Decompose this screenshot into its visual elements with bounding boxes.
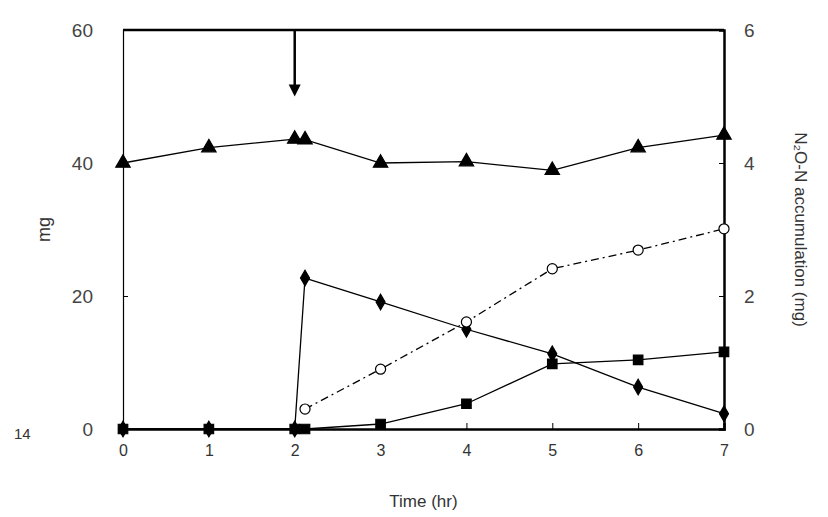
series-marker [459,153,473,165]
x-tick: 4 [462,423,471,459]
x-tick-label: 5 [548,442,557,459]
series-marker [376,294,385,310]
series-line [305,229,724,409]
arrow-head [289,85,301,97]
y2-tick-mark [719,296,724,297]
y-tick-label: 40 [72,153,93,174]
series-marker [116,155,130,167]
y2-axis: 0 2 4 6 [719,20,755,440]
series-marker [119,421,128,437]
series-marker [462,399,471,408]
series-marker [633,355,642,364]
series-marker [204,424,213,433]
x-tick: 6 [634,423,643,459]
series-marker [204,421,213,437]
x-axis-title: Time (hr) [389,492,457,511]
x-tick-mark [552,423,553,429]
series-group [116,127,731,437]
series-marker [376,419,385,428]
y2-tick-label: 6 [744,20,755,41]
x-tick-label: 1 [205,442,214,459]
y-tick-label: 60 [72,20,93,41]
series-marker [290,421,299,437]
series-marker [373,155,387,167]
series-marker [547,264,557,274]
series-line [123,352,724,429]
x-tick: 2 [291,423,300,459]
series-marker [300,404,310,414]
series-marker [631,139,645,151]
series-marker [719,347,728,356]
series-marker [301,270,310,286]
y2-tick: 4 [719,153,755,174]
series-marker [376,364,386,374]
x-tick-label: 0 [119,442,128,459]
y-axis-line [124,31,129,430]
y2-tick-label: 2 [744,286,755,307]
x-tick: 0 [119,423,128,459]
x-tick: 5 [548,423,557,459]
x-tick: 1 [205,423,214,459]
y-axis-title: mg [34,217,54,242]
y2-tick-mark [719,429,724,430]
x-tick-label: 4 [462,442,471,459]
x-tick-label: 3 [377,442,386,459]
series-marker [545,162,559,174]
series-marker [202,139,216,151]
arrow [289,30,301,97]
series-marker [633,245,643,255]
series-line [123,135,724,170]
x-tick-label: 6 [634,442,643,459]
x-tick-label: 7 [720,442,729,459]
series-marker [118,424,127,433]
y2-axis-title: N₂O-N accumulation (mg) [791,132,810,327]
y-tick: 0 [82,419,128,440]
series-marker [634,379,643,395]
series-marker [461,317,471,327]
chart: 0123456702040600246Time (hr)mgN₂O-N accu… [0,0,828,517]
series-line [123,278,724,429]
series-marker [720,406,729,422]
y2-tick: 2 [719,286,755,307]
plot: 0123456702040600246 [72,20,755,460]
series-marker [548,359,557,368]
x-tick-mark [466,423,467,429]
arrow-shaft [293,30,296,88]
series-marker [719,224,729,234]
y-tick-mark [123,296,128,297]
x-axis: 0 1 2 3 4 5 6 7 [119,423,729,459]
y-tick: 20 [72,286,128,307]
frame-top [123,29,724,32]
series-marker [290,424,299,433]
series-marker [717,127,731,139]
y2-tick-label: 0 [744,419,755,440]
y2-tick: 6 [719,20,755,41]
series-marker [298,131,312,143]
series-marker [300,424,309,433]
y-tick-label: 0 [82,419,93,440]
y-tick-label: 20 [72,286,93,307]
y-axis: 0 20 40 60 [72,20,128,440]
x-tick-mark [638,423,639,429]
y-tick: 60 [72,20,128,41]
x-tick-label: 2 [291,442,300,459]
y2-tick-mark [719,163,724,164]
annotation: 14 [14,425,31,442]
y2-tick-label: 4 [744,153,755,174]
